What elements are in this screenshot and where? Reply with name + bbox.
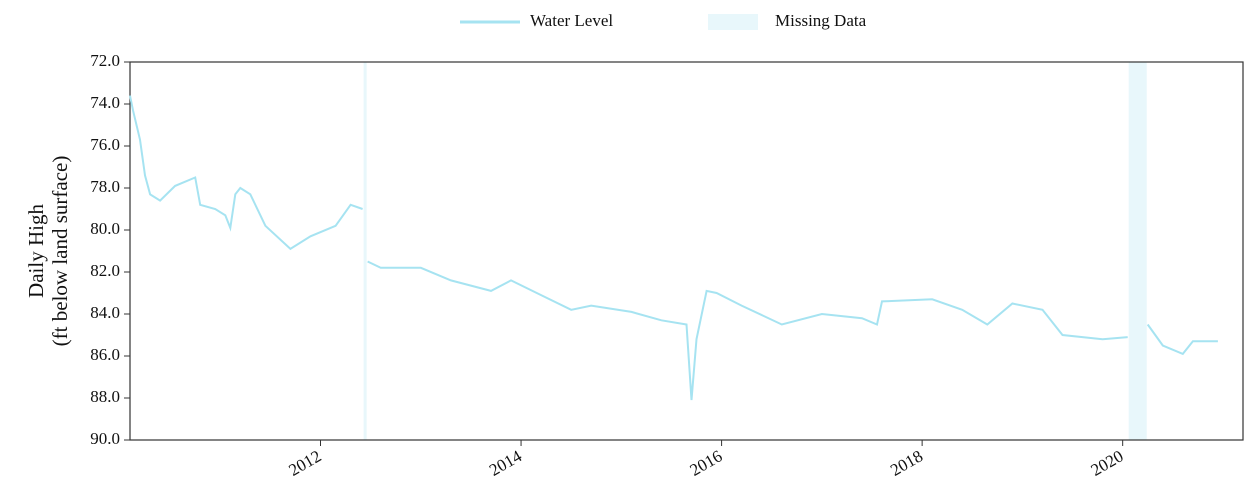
y-axis-title: Daily High (ft below land surface) <box>24 156 72 347</box>
legend-label: Missing Data <box>775 11 867 30</box>
legend-swatch <box>708 14 758 30</box>
plot-frame <box>129 61 1244 441</box>
x-tick-label: 2014 <box>486 446 525 480</box>
y-tick-label: 80.0 <box>90 219 120 238</box>
y-tick-label: 84.0 <box>90 303 120 322</box>
y-label-line: (ft below land surface) <box>48 156 72 347</box>
y-tick-label: 88.0 <box>90 387 120 406</box>
y-tick-label: 78.0 <box>90 177 120 196</box>
y-tick-label: 74.0 <box>90 93 120 112</box>
x-tick-label: 2016 <box>687 446 726 479</box>
y-tick-label: 82.0 <box>90 261 120 280</box>
y-tick-label: 86.0 <box>90 345 120 364</box>
legend-label: Water Level <box>530 11 613 30</box>
x-tick-label: 2018 <box>887 446 926 479</box>
water-level-line <box>129 95 1218 401</box>
x-tick-label: 2012 <box>286 446 325 479</box>
missing-band <box>1128 62 1147 440</box>
missing-band <box>363 62 367 440</box>
y-tick-label: 72.0 <box>90 51 120 70</box>
y-tick-label: 76.0 <box>90 135 120 154</box>
x-tick-label: 2020 <box>1088 446 1127 479</box>
y-label-line: Daily High <box>24 204 48 298</box>
y-tick-label: 90.0 <box>90 429 120 448</box>
